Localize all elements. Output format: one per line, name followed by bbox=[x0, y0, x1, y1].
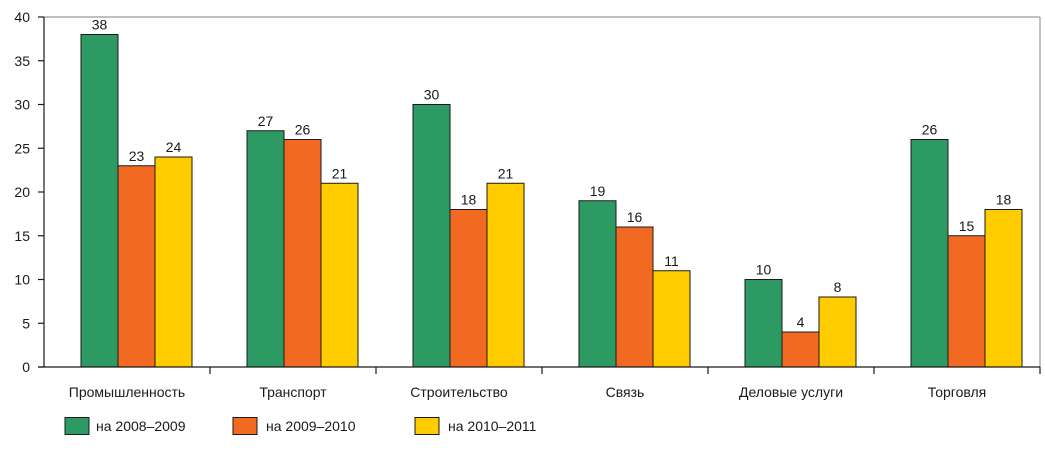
legend-label-0: на 2008–2009 bbox=[96, 418, 186, 434]
data-label-1-0: 23 bbox=[129, 148, 145, 164]
legend-swatch-2 bbox=[414, 417, 440, 435]
y-tick-label-1: 5 bbox=[22, 315, 30, 331]
x-category-label-4: Деловые услуги bbox=[739, 384, 843, 400]
bar-0-3 bbox=[578, 200, 617, 368]
data-label-0-2: 30 bbox=[424, 87, 440, 103]
data-label-2-4: 8 bbox=[834, 279, 842, 295]
data-label-0-3: 19 bbox=[590, 183, 606, 199]
bar-0-0 bbox=[80, 34, 119, 368]
x-category-label-3: Связь bbox=[606, 384, 645, 400]
legend-label-1: на 2009–2010 bbox=[266, 418, 356, 434]
bar-1-4 bbox=[781, 331, 820, 368]
bar-1-2 bbox=[449, 209, 488, 368]
y-tick-label-2: 10 bbox=[14, 272, 30, 288]
data-label-0-4: 10 bbox=[756, 262, 772, 278]
data-label-2-2: 21 bbox=[498, 165, 514, 181]
bar-1-5 bbox=[947, 235, 986, 368]
bar-2-3 bbox=[652, 270, 691, 368]
bar-0-4 bbox=[744, 279, 783, 368]
legend-label-2: на 2010–2011 bbox=[448, 418, 537, 434]
y-tick-label-4: 20 bbox=[14, 184, 30, 200]
data-label-2-0: 24 bbox=[166, 139, 182, 155]
y-tick-label-3: 15 bbox=[14, 228, 30, 244]
data-label-2-1: 21 bbox=[332, 165, 348, 181]
bar-1-1 bbox=[283, 139, 322, 368]
data-labels-layer: 38 27 30 19 10 26 23 26 18 16 4 15 24 21 21 11 8 18 bbox=[92, 17, 1012, 331]
data-label-1-3: 16 bbox=[627, 209, 643, 225]
data-label-2-3: 11 bbox=[664, 253, 679, 269]
y-tick-label-6: 30 bbox=[14, 97, 30, 113]
bar-2-4 bbox=[818, 296, 857, 368]
bar-2-5 bbox=[984, 209, 1023, 368]
legend-swatch-0 bbox=[64, 417, 90, 435]
bar-0-5 bbox=[910, 139, 949, 368]
bar-0-2 bbox=[412, 104, 451, 368]
legend-swatch-1 bbox=[232, 417, 258, 435]
bar-2-2 bbox=[486, 182, 525, 368]
bars-layer bbox=[80, 34, 1023, 368]
data-label-1-5: 15 bbox=[959, 218, 975, 234]
y-tick-label-0: 0 bbox=[22, 359, 30, 375]
x-category-label-0: Промышленность bbox=[69, 384, 185, 400]
legend: на 2008–2009 на 2009–2010 на 2010–2011 bbox=[64, 417, 537, 435]
y-tick-label-5: 25 bbox=[14, 140, 30, 156]
data-label-0-0: 38 bbox=[92, 17, 108, 33]
bar-2-1 bbox=[320, 182, 359, 368]
axes-layer: 0 5 10 15 20 25 30 35 40 Промышленность Транспорт С… bbox=[14, 9, 1041, 400]
bar-0-1 bbox=[246, 130, 285, 368]
data-label-1-1: 26 bbox=[295, 122, 311, 138]
data-label-2-5: 18 bbox=[996, 192, 1012, 208]
data-label-0-5: 26 bbox=[922, 122, 938, 138]
bar-1-3 bbox=[615, 226, 654, 368]
x-category-label-5: Торговля bbox=[928, 384, 986, 400]
data-label-0-1: 27 bbox=[258, 113, 274, 129]
x-category-label-1: Транспорт bbox=[259, 384, 327, 400]
y-tick-label-8: 40 bbox=[14, 9, 30, 25]
data-label-1-4: 4 bbox=[797, 314, 805, 330]
data-label-1-2: 18 bbox=[461, 192, 477, 208]
x-category-label-2: Строительство bbox=[410, 384, 508, 400]
bar-1-0 bbox=[117, 165, 156, 368]
y-tick-label-7: 35 bbox=[14, 53, 30, 69]
bar-2-0 bbox=[154, 156, 193, 368]
